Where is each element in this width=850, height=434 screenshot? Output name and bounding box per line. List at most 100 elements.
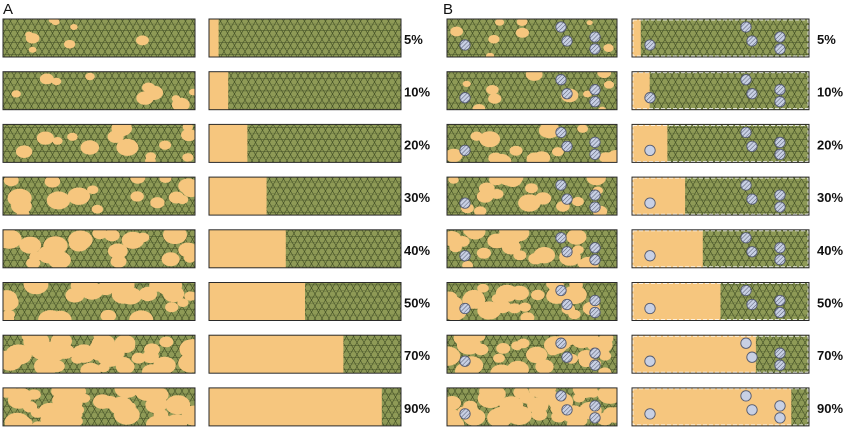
cleared-region — [632, 124, 668, 163]
tile-random-clearing-particles — [446, 176, 618, 216]
cleared-patch — [577, 124, 588, 133]
level-row: 20% 20% — [2, 123, 843, 163]
tile-front-clearing — [208, 282, 402, 321]
striped-particle-icon — [774, 43, 786, 55]
cleared-patch — [486, 85, 499, 95]
cleared-patch — [116, 138, 139, 156]
circle-particle-icon — [644, 197, 656, 209]
tile-random-clearing-particles — [446, 18, 618, 58]
cleared-patch — [105, 229, 118, 238]
level-label-b: 50% — [817, 296, 843, 311]
striped-particle-icon — [774, 254, 786, 266]
cleared-patch — [50, 408, 76, 426]
striped-particle-icon — [746, 88, 758, 100]
level-label-a: 5% — [404, 32, 423, 47]
cleared-region — [632, 19, 641, 57]
cleared-patch — [151, 413, 172, 426]
tile-frame — [2, 334, 196, 374]
cleared-patch — [89, 338, 115, 358]
cleared-patch — [571, 196, 584, 207]
tile-frame — [631, 334, 810, 374]
striped-particle-icon — [746, 35, 758, 47]
cleared-patch — [48, 19, 57, 24]
striped-particle-icon — [589, 347, 601, 359]
cleared-patch — [603, 44, 614, 52]
level-label-b: 90% — [817, 401, 843, 416]
cleared-patch — [181, 128, 195, 142]
tile-grid: 5% 5%10% 10%20% 20%30% 30%40% 40%50% 50%70% 70%… — [2, 18, 843, 427]
cleared-patch — [535, 397, 548, 407]
level-label-b: 20% — [817, 137, 843, 152]
tile-random-clearing — [2, 123, 196, 163]
cleared-patch — [153, 356, 176, 374]
cleared-patch — [28, 46, 37, 53]
level-row: 40% 40% — [2, 229, 843, 269]
cleared-patch — [447, 231, 462, 247]
tile-inner-dash — [632, 335, 809, 373]
cleared-patch — [447, 396, 462, 410]
tile-front-clearing — [208, 334, 402, 374]
cleared-patch — [448, 177, 459, 184]
tile-random-clearing — [2, 387, 196, 427]
tile-random-clearing — [2, 229, 196, 269]
level-label-a: 50% — [404, 296, 430, 311]
striped-particle-icon — [555, 284, 567, 297]
cleared-patch — [78, 393, 91, 403]
cleared-patch — [577, 259, 589, 268]
circle-particle-icon — [644, 302, 656, 315]
tile-front-clearing-particles — [631, 229, 810, 269]
cleared-patch — [507, 229, 530, 242]
cleared-patch — [447, 291, 458, 304]
tile-front-clearing — [208, 71, 402, 111]
cleared-patch — [92, 229, 108, 240]
cleared-patch — [603, 407, 617, 420]
cleared-patch — [25, 31, 34, 38]
cleared-patch — [32, 421, 45, 426]
cleared-region — [632, 335, 756, 374]
striped-particle-icon — [774, 148, 786, 161]
cleared-patch — [572, 245, 584, 255]
cleared-patch — [510, 285, 529, 301]
cleared-patch — [518, 194, 541, 212]
cleared-patch — [15, 145, 33, 158]
striped-particle-icon — [459, 408, 471, 420]
tile-frame — [631, 229, 810, 269]
striped-particle-icon — [746, 140, 758, 153]
tile-frame — [446, 176, 618, 216]
level-label-a: 90% — [404, 401, 430, 416]
cleared-patch — [129, 310, 154, 321]
striped-particle-icon — [555, 232, 567, 244]
cleared-patch — [4, 412, 31, 426]
cleared-patch — [490, 153, 512, 163]
tile-random-clearing — [2, 71, 196, 111]
cleared-patch — [472, 104, 486, 110]
cleared-region — [632, 229, 703, 268]
cleared-region — [632, 282, 721, 321]
tile-frame — [208, 176, 402, 216]
striped-particle-icon — [561, 246, 573, 258]
striped-particle-icon — [774, 242, 786, 254]
tile-front-clearing-particles — [631, 387, 810, 427]
cleared-patch — [97, 363, 110, 373]
tile-inner-dash — [632, 177, 809, 215]
level-label-b: 5% — [817, 32, 836, 47]
cleared-patch — [121, 231, 145, 249]
cleared-patch — [526, 346, 548, 364]
cleared-patch — [189, 88, 195, 96]
striped-particle-icon — [746, 246, 758, 258]
striped-particle-icon — [644, 92, 656, 104]
cleared-patch — [455, 362, 477, 374]
tile-frame — [631, 71, 810, 111]
tile-front-clearing — [208, 123, 402, 163]
cleared-patch — [540, 387, 557, 394]
cleared-patch — [110, 255, 127, 268]
cleared-patch — [70, 24, 78, 30]
striped-particle-icon — [589, 294, 601, 307]
circle-particle-icon — [740, 390, 752, 402]
cleared-patch — [171, 97, 190, 110]
tile-random-clearing-particles — [446, 334, 618, 374]
cleared-patch — [476, 190, 494, 203]
cleared-patch — [91, 204, 104, 214]
cleared-patch — [68, 236, 90, 252]
level-label-a: 40% — [404, 243, 430, 258]
